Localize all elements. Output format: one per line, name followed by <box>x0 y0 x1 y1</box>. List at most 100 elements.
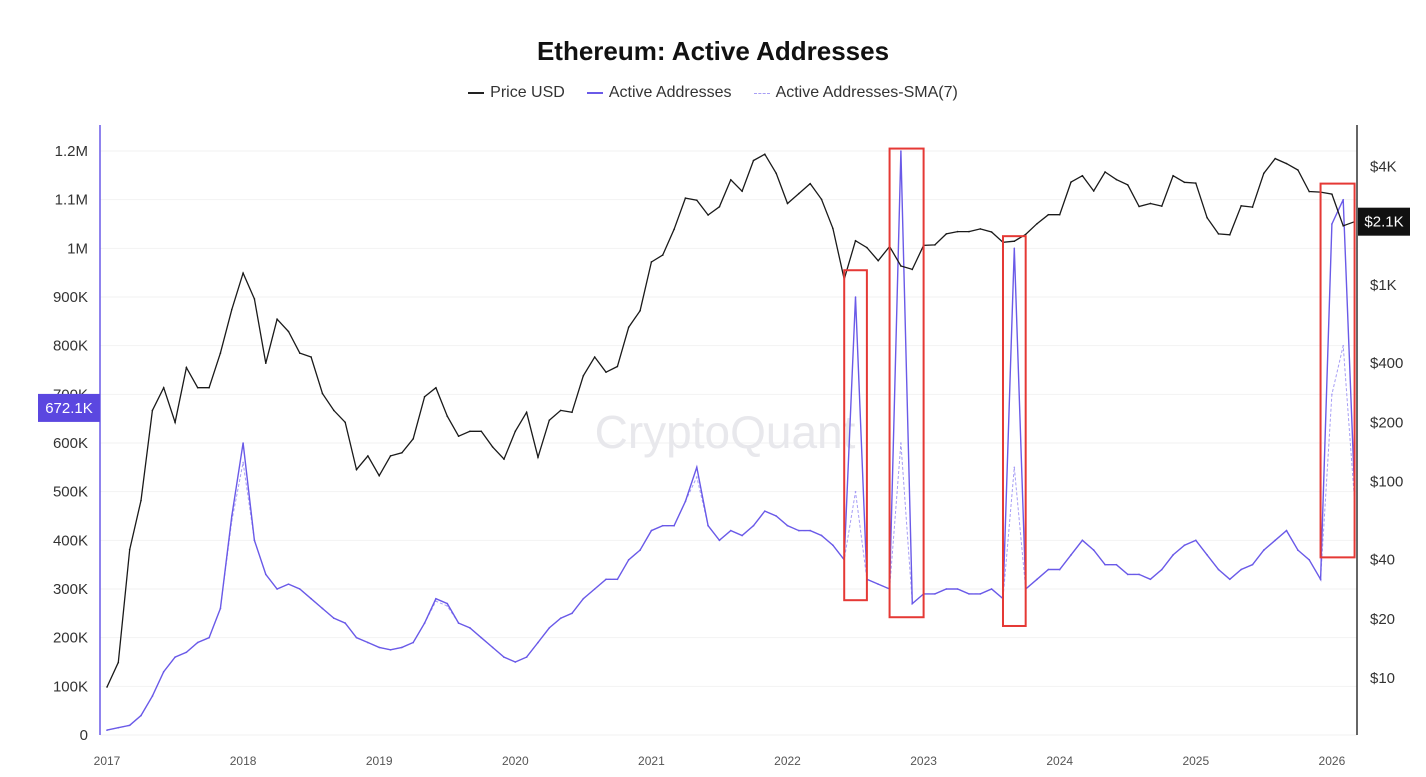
series-price-line-point <box>196 386 199 389</box>
current-active-badge <box>38 393 100 422</box>
series-active-line-point <box>1183 544 1186 546</box>
left-tick-label: 900K <box>53 289 88 306</box>
series-price-line-point <box>174 421 176 424</box>
series-active-line-point <box>128 724 131 727</box>
series-sma-line-point <box>1331 393 1333 396</box>
series-price-line-point <box>1342 225 1345 227</box>
series-price-line-point <box>1115 178 1118 181</box>
series-active-line-point <box>333 617 335 619</box>
series-price-line-point <box>378 474 381 477</box>
series-active-line-point <box>446 602 449 605</box>
series-price-line-point <box>1058 213 1061 216</box>
series-price-line-point <box>559 409 562 412</box>
series-price-line-point <box>593 356 596 358</box>
left-tick-label: 1.2M <box>55 143 88 160</box>
series-price-line-point <box>106 686 108 688</box>
series-active-line-point <box>605 578 607 581</box>
series-active-line-point <box>741 534 743 537</box>
series-sma-line-point <box>854 490 857 493</box>
series-price-line-point <box>412 437 415 440</box>
current-price-label: $2.1K <box>1364 214 1403 231</box>
legend-item-sma[interactable]: Active Addresses-SMA(7) <box>753 84 958 102</box>
series-active-line-point <box>990 588 993 590</box>
series-active-line-point <box>775 515 777 517</box>
series-active-line-point <box>1206 554 1208 556</box>
right-tick-label: $20 <box>1370 611 1395 628</box>
series-active-line-point <box>1126 573 1129 576</box>
series-price-line-point <box>1331 193 1333 195</box>
series-price-line-point <box>344 421 346 424</box>
series-price-line-point <box>945 233 948 235</box>
series-active-line-point <box>174 656 176 658</box>
series-active-line-point <box>1013 247 1016 250</box>
legend-item-active[interactable]: Active Addresses <box>586 84 732 102</box>
series-price-line-point <box>956 230 959 233</box>
series-active-line-point <box>1285 529 1288 532</box>
left-tick-label: 300K <box>53 581 88 598</box>
series-active-line-point <box>900 150 902 152</box>
series-price-line-point <box>435 386 437 389</box>
series-price-line-point <box>1160 205 1163 207</box>
series-price-line-point <box>1297 169 1299 171</box>
series-active-line-point <box>548 627 551 629</box>
series-price-line-point <box>457 435 460 438</box>
right-tick-label: $200 <box>1370 414 1403 431</box>
left-tick-label: 100K <box>53 678 88 695</box>
series-active-line-point <box>1138 573 1140 576</box>
series-active-line-point <box>956 588 959 590</box>
series-price-line-point <box>1092 190 1095 192</box>
series-active-line-point <box>1308 559 1311 561</box>
series-price-line-point <box>1126 184 1129 186</box>
series-active-line-point <box>208 636 210 639</box>
series-active-line-point <box>934 593 936 595</box>
legend-swatch-sma <box>753 92 770 94</box>
series-price-line-point <box>423 395 426 398</box>
series-active-line-point <box>162 670 165 673</box>
series-active-line-point <box>764 510 766 512</box>
series-active-line-point <box>1274 539 1276 542</box>
legend-item-price[interactable]: Price USD <box>468 84 565 102</box>
series-active-line-point <box>832 544 834 546</box>
series-price-line-point <box>128 548 131 551</box>
series-active-line-point <box>616 578 619 581</box>
series-price-line-point <box>741 190 743 193</box>
series-price-line-point <box>968 230 970 233</box>
series-price-line-point <box>1104 171 1106 173</box>
right-tick-label: $400 <box>1370 355 1403 372</box>
series-price-line-point <box>877 259 880 262</box>
series-active-line-point <box>480 636 483 639</box>
series-active-line-point <box>230 515 233 517</box>
highlight-box <box>843 269 868 602</box>
series-active-line-point <box>321 607 324 610</box>
series-price-line-point <box>242 272 244 274</box>
series-active-line-point <box>253 539 256 542</box>
series-active-line-point <box>1070 554 1072 556</box>
series-price-line-point <box>764 153 766 156</box>
series-active-line-point <box>571 612 573 615</box>
series-active-line-point <box>820 534 823 537</box>
right-tick-label: $10 <box>1370 670 1395 687</box>
series-active-line-point <box>1081 539 1084 542</box>
right-tick-label: $40 <box>1370 552 1395 569</box>
series-price-line-point <box>401 451 403 454</box>
x-tick-label: 2021 <box>638 754 665 768</box>
series-price-line-point <box>729 179 732 181</box>
series-price-line-point <box>900 265 902 267</box>
series-active-line-point <box>1251 563 1254 566</box>
series-price-line-point <box>1229 234 1231 236</box>
series-active-line-point <box>1047 568 1050 571</box>
series-active-line-point <box>1319 578 1322 581</box>
series-active-line-point <box>877 583 880 585</box>
series-price-line-point <box>1183 181 1186 184</box>
series-price-line-point <box>1240 204 1242 207</box>
left-tick-label: 600K <box>53 435 88 452</box>
series-price-line-point <box>571 411 573 414</box>
series-active-line-point <box>299 588 301 590</box>
legend-swatch-active <box>586 92 603 94</box>
series-active-line-point <box>310 597 312 600</box>
series-active-line-point <box>196 641 199 644</box>
series-active-line-point <box>968 593 970 595</box>
series-price-line-point <box>661 254 664 256</box>
series-active-line-point <box>1149 578 1152 581</box>
right-tick-label: $100 <box>1370 474 1403 491</box>
